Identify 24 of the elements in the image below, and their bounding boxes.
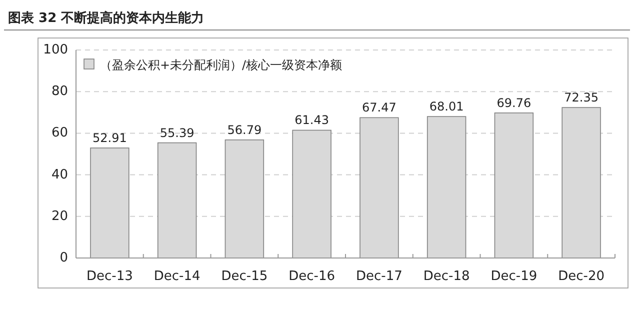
x-tick-label: Dec-13	[86, 269, 133, 284]
x-tick-label: Dec-18	[423, 269, 470, 284]
chart-title: 图表 32 不断提高的资本内生能力	[8, 10, 204, 26]
x-tick-label: Dec-16	[288, 269, 336, 284]
y-tick-label: 60	[51, 126, 68, 141]
data-label: 55.39	[160, 126, 194, 140]
y-tick-label: 100	[43, 42, 68, 58]
data-label: 61.43	[294, 113, 329, 128]
y-tick-label: 80	[51, 84, 68, 100]
data-label: 56.79	[227, 122, 262, 137]
x-tick-label: Dec-17	[356, 269, 402, 284]
data-label: 52.91	[92, 130, 127, 145]
y-tick-label: 20	[51, 208, 68, 224]
y-tick-label: 40	[51, 167, 68, 182]
data-label: 72.35	[564, 90, 598, 105]
data-label: 67.47	[362, 100, 396, 115]
x-tick-label: Dec-15	[221, 269, 268, 284]
data-label: 68.01	[429, 100, 464, 114]
data-label: 69.76	[496, 96, 532, 110]
y-tick-label: 0	[60, 250, 68, 266]
x-tick-label: Dec-19	[490, 269, 538, 284]
x-tick-label: Dec-20	[558, 269, 605, 284]
legend-label: （盈余公积+未分配利润）/核心一级资本净额	[100, 58, 342, 72]
x-tick-label: Dec-14	[154, 269, 200, 284]
